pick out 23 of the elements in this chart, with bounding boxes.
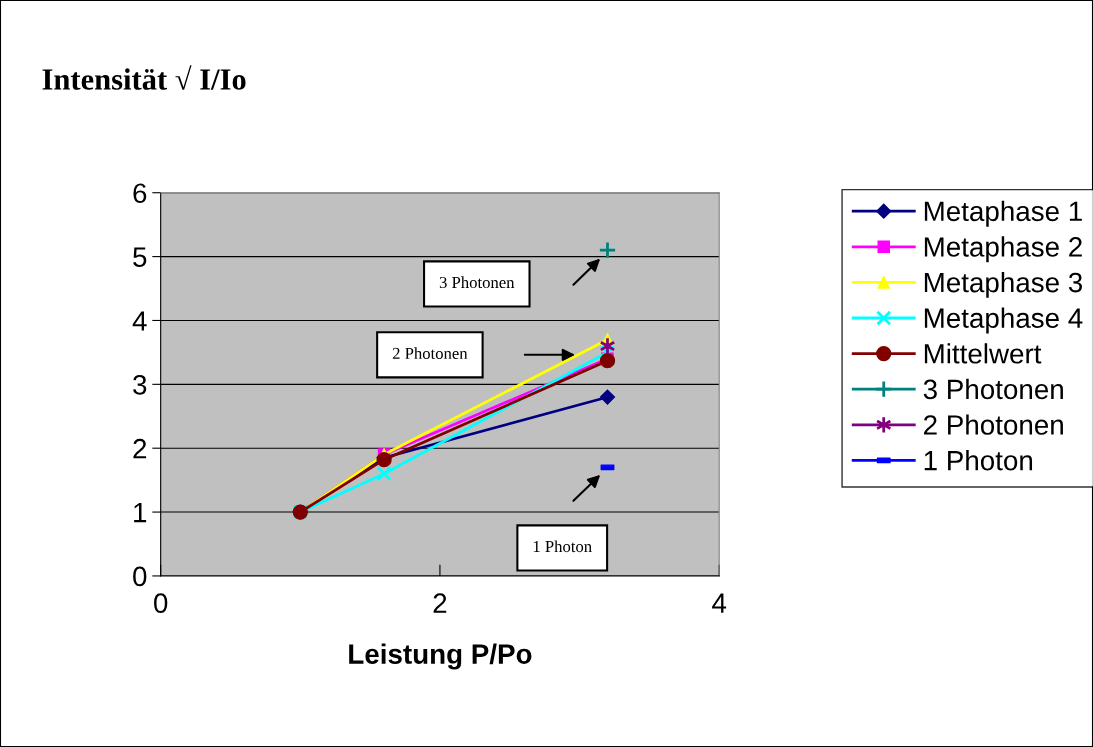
y-tick-label: 1: [134, 503, 147, 523]
x-tick-label: 2: [433, 593, 447, 613]
legend-label: 2 Photonen: [924, 414, 1063, 435]
x-tick-label: 0: [154, 593, 168, 614]
y-tick-label: 0: [133, 566, 147, 587]
legend-label: Metaphase 2: [924, 236, 1082, 263]
annotation: 1 Photon: [533, 540, 592, 553]
legend-label: Mittelwert: [924, 343, 1042, 364]
annotation: 2 Photonen: [392, 347, 468, 359]
y-tick-label: 3: [133, 375, 147, 395]
legend-label: 1 Photon: [924, 450, 1033, 471]
legend-label: 3 Photonen: [923, 378, 1063, 400]
legend-label: Metaphase 4: [924, 307, 1083, 334]
x-tick-label: 4: [712, 593, 727, 613]
x-axis-title: Leistung P/Po: [349, 643, 532, 670]
y-tick-label: 4: [132, 311, 147, 331]
y-tick-label: 5: [133, 247, 147, 267]
legend-label: Metaphase 1: [924, 200, 1082, 227]
legend-label: Metaphase 3: [924, 271, 1083, 298]
annotation: 3 Photonen: [439, 276, 515, 289]
chart-title: Intensität √ I/Io: [42, 65, 246, 90]
y-tick-label: 6: [133, 183, 147, 204]
y-tick-label: 2: [133, 438, 147, 459]
